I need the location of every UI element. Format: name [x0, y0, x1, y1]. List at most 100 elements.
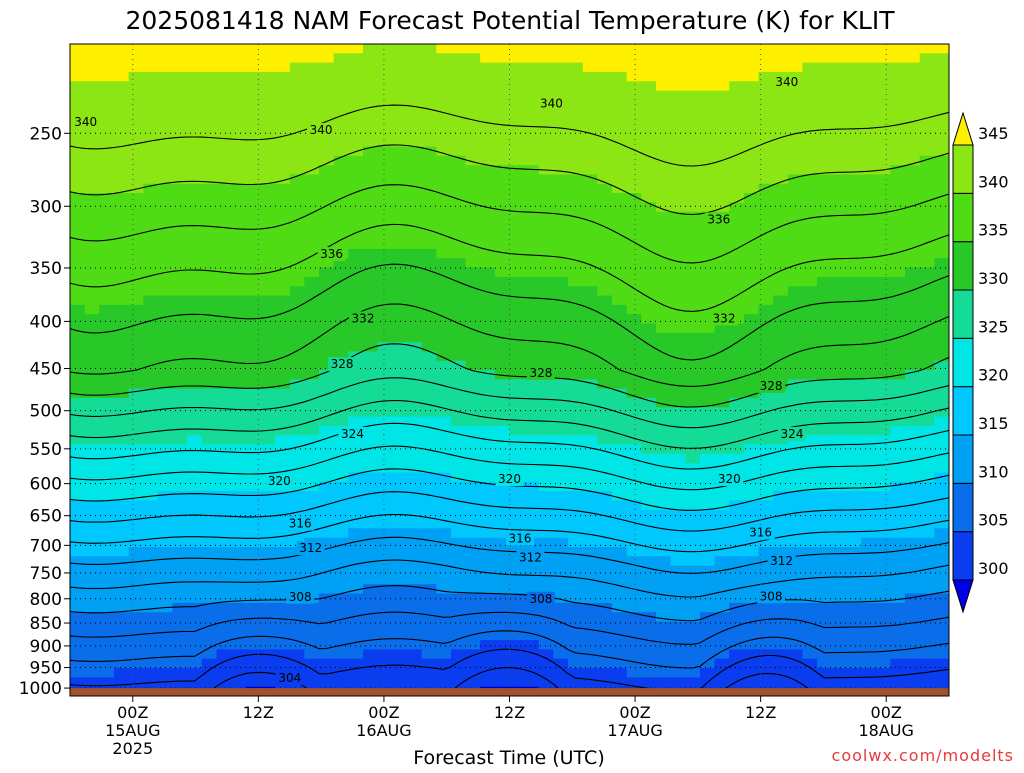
field-cell [304, 565, 320, 576]
field-cell [421, 649, 438, 660]
field-cell [392, 612, 408, 623]
field-cell [568, 81, 584, 92]
field-cell [626, 295, 643, 306]
field-cell [670, 370, 686, 381]
field-cell [421, 481, 438, 492]
field-cell [656, 230, 672, 241]
field-cell [99, 239, 115, 250]
field-cell [787, 584, 804, 595]
field-cell [568, 295, 584, 306]
field-cell [421, 146, 438, 157]
field-cell [436, 90, 452, 101]
field-cell [289, 602, 306, 613]
field-cell [582, 62, 599, 73]
field-cell [919, 267, 936, 278]
field-cell [84, 649, 101, 660]
field-cell [670, 221, 686, 232]
field-cell [494, 44, 511, 55]
field-cell [363, 630, 379, 641]
field-cell [861, 342, 877, 353]
field-cell [304, 62, 320, 73]
field-cell [509, 183, 525, 194]
field-cell [113, 584, 130, 595]
field-cell [626, 230, 643, 241]
field-cell [846, 342, 862, 353]
field-cell [494, 360, 511, 371]
field-cell [743, 44, 760, 55]
field-cell [831, 556, 848, 567]
field-cell [172, 556, 188, 567]
field-cell [333, 602, 350, 613]
field-cell [450, 397, 467, 408]
field-cell [612, 314, 628, 325]
field-cell [524, 221, 540, 232]
field-cell [319, 295, 335, 306]
field-cell [582, 53, 599, 64]
field-cell [656, 444, 672, 455]
field-cell [758, 370, 774, 381]
field-cell [612, 267, 628, 278]
field-cell [143, 211, 159, 222]
field-cell [582, 71, 599, 82]
colorbar-top-arrow [952, 111, 974, 146]
field-cell [480, 556, 496, 567]
field-cell [817, 379, 833, 390]
field-cell [817, 239, 833, 250]
field-cell [758, 323, 774, 334]
field-cell [172, 509, 188, 520]
field-cell [773, 155, 789, 166]
field-cell [113, 202, 130, 213]
field-cell [245, 416, 262, 427]
field-cell [421, 267, 438, 278]
field-cell [377, 221, 393, 232]
field-cell [275, 444, 291, 455]
field-cell [934, 230, 949, 241]
field-cell [260, 444, 276, 455]
field-cell [113, 109, 130, 120]
field-cell [817, 565, 833, 576]
field-cell [685, 155, 701, 166]
field-cell [919, 44, 936, 55]
field-cell [304, 137, 320, 148]
field-cell [758, 276, 774, 287]
field-cell [787, 286, 804, 297]
field-cell [934, 463, 949, 474]
field-cell [729, 360, 745, 371]
field-cell [84, 509, 101, 520]
field-cell [626, 202, 643, 213]
field-cell [157, 388, 174, 399]
field-cell [758, 444, 774, 455]
field-cell [436, 99, 452, 110]
field-cell [846, 304, 862, 315]
y-tick-label: 750 [30, 564, 62, 584]
field-cell [450, 500, 467, 511]
field-cell [773, 509, 789, 520]
field-cell [802, 565, 818, 576]
field-cell [685, 453, 701, 464]
field-cell [538, 137, 555, 148]
field-cell [597, 295, 613, 306]
field-cell [641, 640, 657, 651]
field-cell [758, 81, 774, 92]
field-cell [729, 565, 745, 576]
field-cell [421, 370, 438, 381]
field-cell [157, 574, 174, 585]
field-cell [553, 127, 569, 138]
field-cell [524, 53, 540, 64]
field-cell [656, 370, 672, 381]
field-cell [231, 453, 247, 464]
field-cell [436, 500, 452, 511]
field-cell [216, 211, 232, 222]
field-cell [70, 323, 86, 334]
field-cell [524, 155, 540, 166]
field-cell [861, 481, 877, 492]
field-cell [919, 155, 936, 166]
field-cell [304, 491, 320, 502]
field-cell [70, 342, 86, 353]
field-cell [377, 304, 393, 315]
field-cell [875, 658, 892, 669]
field-cell [450, 388, 467, 399]
field-cell [421, 314, 438, 325]
field-cell [905, 463, 921, 474]
field-cell [187, 118, 203, 129]
